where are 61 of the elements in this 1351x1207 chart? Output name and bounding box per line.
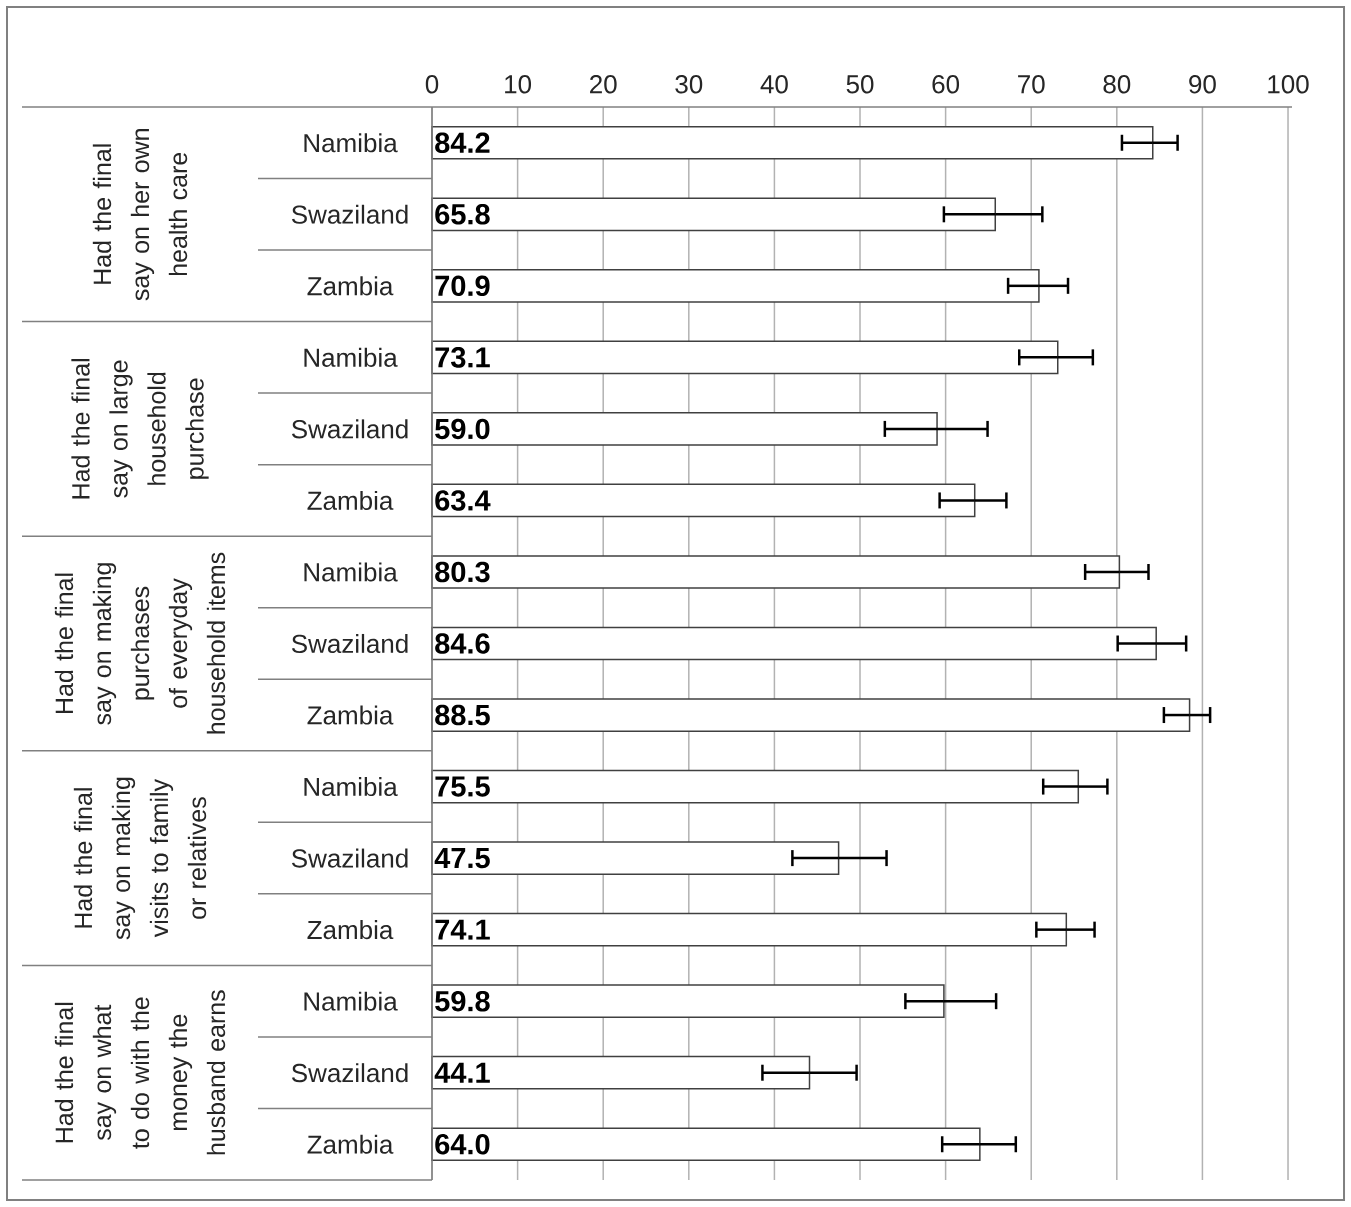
x-tick-label: 90 (1189, 75, 1216, 94)
x-tick-label: 20 (590, 75, 617, 94)
data-label: 80.3 (435, 561, 490, 583)
text: Had the final say on making visits to family or relatives (73, 777, 207, 940)
x-tick-label: 60 (932, 75, 960, 94)
text: Had the final say on what to do with the money the husband earns (54, 990, 226, 1155)
data-label: 73.1 (435, 347, 490, 368)
y-tick-label: Zambia (307, 705, 394, 725)
x-tick-label: 10 (505, 75, 532, 94)
text: Had the final say on her own health care (92, 129, 188, 301)
bar (431, 1055, 811, 1090)
bar (431, 125, 1154, 160)
y-tick-label: Namibia (304, 133, 398, 153)
y-tick-label: Namibia (304, 777, 398, 797)
x-tick-label: 80 (1103, 75, 1131, 94)
bar (431, 912, 1068, 947)
y-tick-label: Namibia (304, 347, 398, 367)
data-label: 88.5 (435, 704, 490, 726)
bar (431, 340, 1059, 375)
y-tick-label: Namibia (304, 562, 398, 582)
data-label: 47.5 (434, 847, 490, 869)
data-label: 84.6 (435, 633, 490, 654)
x-tick-label: 70 (1018, 75, 1045, 94)
data-label: 70.9 (435, 275, 490, 297)
data-label: 84.2 (435, 132, 490, 154)
y-tick-label: Swaziland (291, 633, 408, 654)
data-label: 59.8 (435, 990, 490, 1012)
bar (431, 769, 1080, 804)
y-tick-label: Zambia (307, 1134, 394, 1154)
x-tick-label: 40 (760, 75, 788, 94)
y-tick-label: Namibia (304, 991, 398, 1011)
x-tick-label: 50 (846, 75, 874, 94)
bar (431, 555, 1121, 589)
y-tick-label: Zambia (307, 490, 394, 510)
data-label: 59.0 (435, 418, 490, 440)
bar (431, 984, 945, 1019)
bar (431, 626, 1157, 661)
y-tick-label: Swaziland (291, 848, 408, 868)
bar (431, 483, 976, 518)
data-label: 75.5 (435, 776, 490, 797)
bar (431, 1127, 981, 1162)
y-tick-label: Zambia (307, 276, 394, 296)
bar (431, 841, 840, 875)
bar (431, 197, 997, 232)
y-tick-label: Zambia (307, 920, 394, 940)
x-tick-label: 30 (675, 75, 703, 94)
text: Had the final say on large household purchase (71, 359, 209, 499)
x-tick-label: 100 (1268, 75, 1309, 94)
data-label: 74.1 (435, 919, 490, 940)
y-tick-label: Swaziland (291, 204, 408, 224)
text: Had the final say on making purchases of everyday household items (54, 552, 226, 734)
data-label: 64.0 (435, 1133, 490, 1155)
y-tick-label: Swaziland (291, 1063, 408, 1083)
bar (431, 412, 938, 446)
bar (431, 268, 1040, 303)
y-tick-label: Swaziland (291, 419, 408, 439)
data-label: 44.1 (434, 1062, 490, 1083)
x-tick-label: 0 (425, 75, 439, 94)
data-label: 65.8 (435, 204, 490, 225)
data-label: 63.4 (435, 490, 491, 511)
bar (431, 698, 1191, 732)
